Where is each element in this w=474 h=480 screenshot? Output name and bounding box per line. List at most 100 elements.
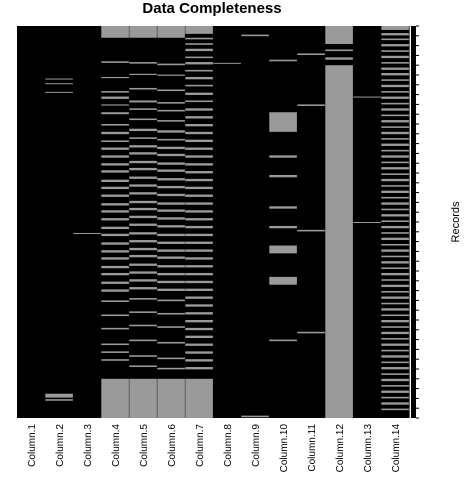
missing-value-cell (381, 96, 409, 99)
missing-value-cell (185, 351, 213, 354)
missing-value-cell (241, 34, 269, 37)
missing-value-cell (185, 320, 213, 323)
missing-value-cell (157, 326, 185, 328)
missing-value-cell (381, 73, 409, 76)
missing-value-cell (101, 314, 129, 317)
x-tick-label: Column.1 (27, 424, 38, 467)
missing-value-cell (129, 176, 157, 179)
missing-value-cell (157, 241, 185, 244)
column-present-bar (157, 26, 186, 418)
missing-value-cell (185, 210, 213, 213)
missing-value-cell (185, 92, 213, 95)
missing-value-cell (101, 61, 129, 63)
missing-value-cell (297, 229, 325, 232)
missing-value-cell (185, 147, 213, 150)
missing-value-cell (157, 256, 185, 259)
missing-value-cell (101, 140, 129, 143)
missing-value-cell (101, 203, 129, 206)
column-present-bar (73, 26, 102, 418)
missing-value-cell (185, 163, 213, 166)
missing-value-cell (381, 33, 409, 36)
records-axis-line (411, 26, 416, 418)
missing-value-cell (129, 324, 157, 327)
missing-value-cell (381, 343, 409, 346)
missing-value-cell (185, 116, 213, 119)
missing-value-cell (381, 114, 409, 117)
missing-value-cell (381, 308, 409, 311)
missing-value-cell (381, 26, 409, 30)
missing-value-cell (101, 265, 129, 269)
missing-value-cell (129, 108, 157, 110)
missing-value-cell (185, 186, 213, 190)
missing-value-cell (185, 367, 213, 370)
missing-value-cell (185, 48, 213, 52)
missing-value-cell (101, 226, 129, 230)
missing-value-cell (157, 26, 185, 38)
missing-value-cell (381, 232, 409, 234)
x-tick-label: Column.3 (83, 424, 94, 467)
missing-value-cell (157, 162, 185, 165)
column-present-bar (17, 26, 46, 418)
missing-value-cell (381, 320, 409, 323)
missing-value-cell (185, 37, 213, 40)
missing-value-cell (185, 108, 213, 111)
missing-value-cell (101, 170, 129, 173)
missing-value-cell (381, 338, 409, 340)
missing-value-cell (185, 335, 213, 339)
missing-value-cell (157, 280, 185, 284)
missing-value-cell (381, 178, 409, 182)
missing-value-cell (157, 193, 185, 197)
missing-value-cell (157, 89, 185, 92)
missing-value-cell (381, 373, 409, 375)
x-tick-label: Column.11 (307, 424, 318, 472)
column-present-bar (297, 26, 326, 418)
missing-value-cell (269, 155, 297, 158)
x-tick-label: Column.13 (363, 424, 374, 473)
missing-value-cell (381, 155, 409, 158)
missing-value-cell (101, 242, 129, 245)
missing-value-cell (129, 287, 157, 290)
missing-value-cell (381, 296, 409, 299)
missing-value-cell (381, 50, 409, 52)
missing-value-cell (381, 91, 409, 93)
missing-value-cell (157, 178, 185, 181)
missing-value-cell (129, 137, 157, 139)
records-axis (411, 25, 419, 419)
missing-value-cell (157, 138, 185, 141)
missing-value-cell (381, 149, 409, 152)
missing-value-cell (101, 91, 129, 93)
missing-value-cell (45, 78, 73, 80)
missing-value-cell (185, 257, 213, 260)
missing-value-cell (185, 194, 213, 197)
missing-value-cell (129, 271, 157, 274)
missing-value-cell (157, 185, 185, 189)
missing-value-cell (381, 55, 409, 59)
missing-value-cell (185, 124, 213, 127)
missing-value-cell (129, 100, 157, 103)
missing-value-cell (381, 173, 409, 175)
missing-value-cell (129, 263, 157, 266)
missing-value-cell (381, 225, 409, 229)
missing-value-cell (101, 281, 129, 284)
missing-value-cell (129, 311, 157, 313)
missing-value-cell (185, 139, 213, 143)
missing-value-cell (381, 367, 409, 370)
missing-value-cell (269, 276, 297, 285)
missing-value-cell (325, 57, 353, 60)
missing-value-cell (101, 112, 129, 115)
missing-value-cell (185, 312, 213, 315)
missing-value-cell (157, 312, 185, 315)
missing-value-cell (101, 300, 129, 302)
missing-value-cell (101, 131, 129, 135)
column-present-bar (241, 26, 270, 418)
missing-value-cell (157, 225, 185, 228)
missing-value-cell (157, 109, 185, 112)
missing-value-cell (353, 96, 381, 98)
missing-value-cell (129, 145, 157, 148)
missing-value-cell (381, 38, 409, 41)
missing-value-cell (185, 327, 213, 331)
missing-value-cell (185, 178, 213, 182)
missing-value-cell (269, 174, 297, 178)
missing-value-cell (157, 209, 185, 212)
